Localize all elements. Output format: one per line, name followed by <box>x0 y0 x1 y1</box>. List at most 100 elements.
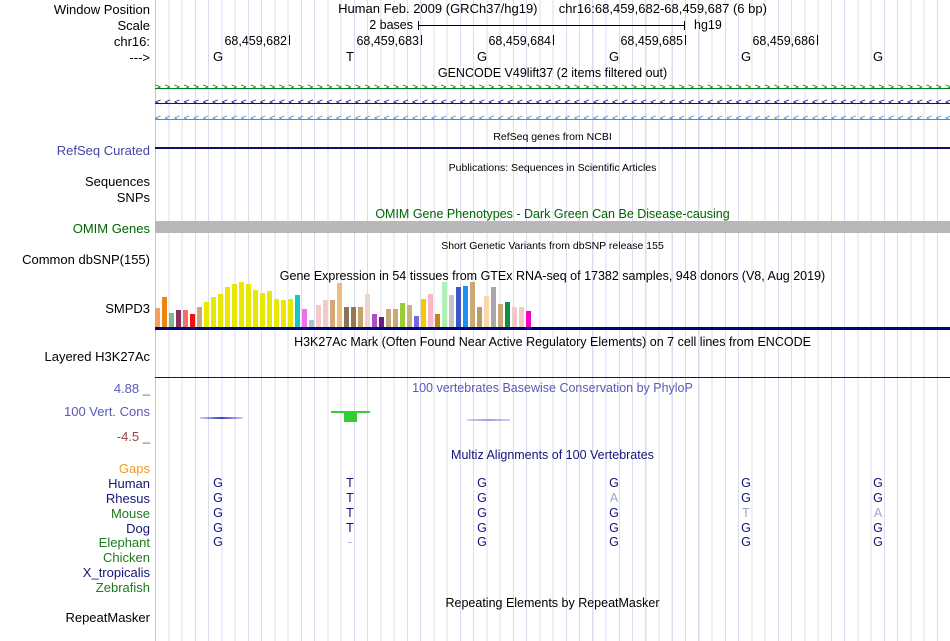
h3k27ac-track-label[interactable]: Layered H3K27Ac <box>44 349 150 364</box>
gtex-tissue-bar <box>204 302 209 328</box>
omim-genes-label[interactable]: OMIM Genes <box>72 221 150 236</box>
gtex-tissue-bar <box>197 307 202 328</box>
multiz-species-label[interactable]: Elephant <box>98 535 150 550</box>
repeatmasker-track-title: Repeating Elements by RepeatMasker <box>445 596 660 610</box>
ruler-tick-label: 68,459,683 <box>356 34 419 48</box>
gtex-tissue-bar <box>183 310 188 328</box>
multiz-base-letter: G <box>741 491 751 505</box>
multiz-base-letter: G <box>873 476 883 490</box>
repeatmasker-track-label[interactable]: RepeatMasker <box>65 610 150 625</box>
multiz-species-label[interactable]: Human <box>108 476 150 491</box>
gencode-transcript[interactable]: >>>>>>>>>>>>>>>>>>>>>>>>>>>>>>>>>>>>>>>>… <box>155 81 950 95</box>
multiz-species-label[interactable]: Dog <box>126 521 150 536</box>
omim-gene-bar[interactable] <box>155 221 950 233</box>
multiz-gaps-label[interactable]: Gaps <box>118 461 150 476</box>
window-position-label: Window Position <box>53 2 150 17</box>
scale-bar-right-tick <box>684 21 685 30</box>
phylop-track-title: 100 vertebrates Basewise Conservation by… <box>412 381 693 395</box>
multiz-base-letter: G <box>873 535 883 549</box>
gencode-transcript[interactable]: <<<<<<<<<<<<<<<<<<<<<<<<<<<<<<<<<<<<<<<<… <box>155 96 950 110</box>
h3k27ac-track-title: H3K27Ac Mark (Often Found Near Active Re… <box>294 335 811 349</box>
base-letter: G <box>212 49 224 64</box>
multiz-base-letter: G <box>477 506 487 520</box>
phylop-track-label[interactable]: 100 Vert. Cons <box>64 404 150 419</box>
dbsnp-track-title: Short Genetic Variants from dbSNP releas… <box>441 240 664 252</box>
gtex-tissue-bar <box>211 297 216 328</box>
conservation-segment <box>200 417 243 419</box>
gtex-tissue-bar <box>491 287 496 328</box>
conservation-segment <box>467 419 510 421</box>
gtex-tissue-bar <box>463 286 468 328</box>
dbsnp-track-label[interactable]: Common dbSNP(155) <box>22 252 150 267</box>
gtex-tissue-bar <box>239 282 244 328</box>
multiz-base-letter: G <box>477 476 487 490</box>
base-letter: G <box>476 49 488 64</box>
multiz-base-letter: G <box>477 491 487 505</box>
gtex-tissue-bar <box>372 314 377 328</box>
multiz-base-letter: A <box>609 491 619 505</box>
gtex-tissue-bar <box>302 309 307 328</box>
multiz-base-letter: G <box>873 521 883 535</box>
gtex-tissue-bar <box>246 284 251 328</box>
refseq-gene-line[interactable] <box>155 147 950 149</box>
gtex-tissue-bar <box>232 284 237 328</box>
multiz-base-letter: G <box>213 476 223 490</box>
genome-label: hg19 <box>694 18 722 32</box>
ruler-tick-mark <box>685 35 686 45</box>
multiz-base-letter: G <box>213 506 223 520</box>
publications-track-title: Publications: Sequences in Scientific Ar… <box>448 162 657 174</box>
gencode-transcript[interactable]: <<<<<<<<<<<<<<<<<<<<<<<<<<<<<<<<<<<<<<<<… <box>155 112 950 126</box>
multiz-base-letter: G <box>741 476 751 490</box>
gtex-tissue-bar <box>155 308 160 328</box>
chrom-label: chr16: <box>113 34 150 49</box>
range-text: chr16:68,459,682-68,459,687 (6 bp) <box>558 1 767 16</box>
multiz-species-label[interactable]: Rhesus <box>105 491 150 506</box>
gtex-tissue-bar <box>267 291 272 328</box>
gtex-tissue-bar <box>253 290 258 328</box>
gtex-expression-chart[interactable] <box>155 282 531 328</box>
gtex-tissue-bar <box>386 309 391 328</box>
ruler-tick-label: 68,459,685 <box>620 34 683 48</box>
gtex-tissue-bar <box>379 317 384 328</box>
gtex-tissue-bar <box>337 283 342 328</box>
multiz-species-label[interactable]: X_tropicalis <box>82 565 150 580</box>
omim-track-title: OMIM Gene Phenotypes - Dark Green Can Be… <box>375 207 730 221</box>
refseq-curated-label[interactable]: RefSeq Curated <box>56 143 150 158</box>
multiz-base-letter: G <box>741 535 751 549</box>
multiz-base-letter: G <box>477 535 487 549</box>
gtex-track-title: Gene Expression in 54 tissues from GTEx … <box>279 269 826 283</box>
gtex-tissue-bar <box>323 300 328 328</box>
ruler-tick-label: 68,459,684 <box>488 34 551 48</box>
scale-label: Scale <box>117 18 150 33</box>
snps-label[interactable]: SNPs <box>116 190 150 205</box>
multiz-base-letter: G <box>213 535 223 549</box>
gtex-tissue-bar <box>505 302 510 328</box>
strand-label: ---> <box>129 50 150 65</box>
gtex-tissue-bar <box>407 305 412 328</box>
gtex-tissue-bar <box>421 299 426 328</box>
multiz-base-letter: G <box>477 521 487 535</box>
gtex-gene-label[interactable]: SMPD3 <box>105 301 150 316</box>
multiz-base-letter: T <box>742 506 750 520</box>
gtex-tissue-bar <box>512 307 517 328</box>
sequences-label[interactable]: Sequences <box>84 174 150 189</box>
base-letter: G <box>740 49 752 64</box>
gtex-tissue-bar <box>288 299 293 328</box>
multiz-species-label[interactable]: Chicken <box>103 550 150 565</box>
ruler-tick-mark <box>289 35 290 45</box>
gtex-tissue-bar <box>218 294 223 328</box>
multiz-base-letter: G <box>213 521 223 535</box>
gtex-tissue-bar <box>281 300 286 328</box>
gtex-tissue-bar <box>498 304 503 328</box>
gtex-tissue-bar <box>477 307 482 328</box>
multiz-base-letter: T <box>346 476 354 490</box>
multiz-species-label[interactable]: Mouse <box>110 506 150 521</box>
multiz-base-letter: - <box>347 535 353 549</box>
base-letter: G <box>872 49 884 64</box>
gtex-tissue-bar <box>414 316 419 328</box>
multiz-base-letter: G <box>213 491 223 505</box>
conservation-segment <box>344 411 357 422</box>
multiz-base-letter: G <box>609 476 619 490</box>
multiz-species-label[interactable]: Zebrafish <box>95 580 150 595</box>
